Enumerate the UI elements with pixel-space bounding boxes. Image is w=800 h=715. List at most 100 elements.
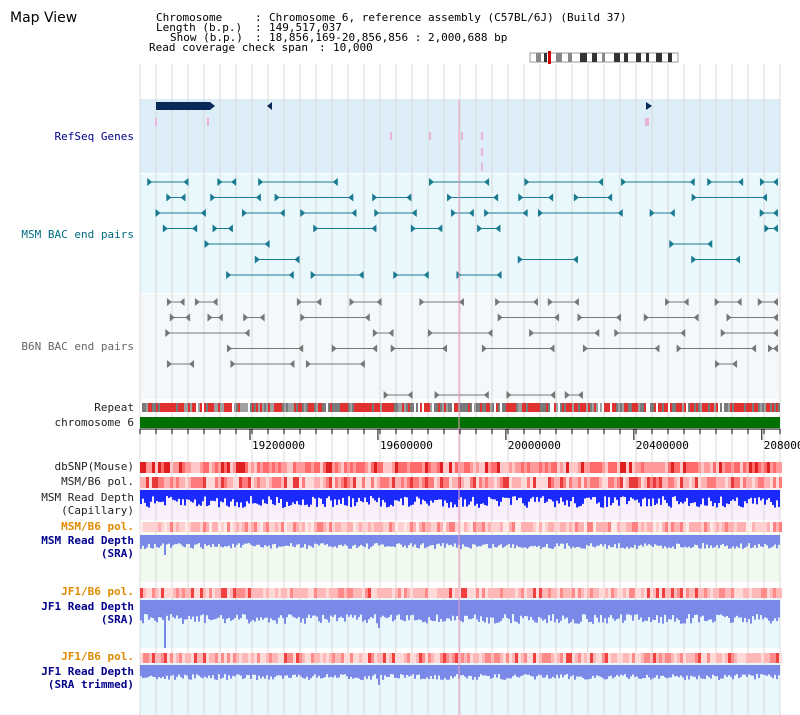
msm-capillary-depth-bar: [316, 490, 318, 507]
jf1-trim-depth-bar: [668, 665, 670, 678]
msm-capillary-depth-bar: [724, 490, 726, 508]
msm-bac-end: [773, 224, 778, 233]
jf1-trim-depth-bar: [524, 665, 526, 675]
msm-sra-depth-bar: [576, 535, 578, 548]
jf1-trim-depth-bar: [406, 665, 408, 675]
jf1-sra-depth-bar: [294, 600, 296, 618]
jf1-b6-pol-cell: [653, 588, 656, 598]
jf1-b6-pol-cell: [557, 588, 560, 598]
msm-sra-depth-bar: [242, 535, 244, 545]
msm-bac-end: [227, 224, 233, 233]
msm-b6-pol-cell: [554, 477, 557, 488]
b6n-bac-end: [529, 329, 535, 337]
jf1-b6-pol-cell: [587, 588, 590, 598]
msm-capillary-depth-bar: [312, 490, 314, 497]
jf1-b6-pol2-cell: [389, 653, 392, 663]
dbsnp-cell: [245, 462, 248, 473]
chromosome-ideogram[interactable]: [528, 51, 682, 64]
msm-b6-pol-cell: [632, 477, 635, 488]
repeat-cell: [580, 403, 582, 412]
msm-b6-pol-cell: [401, 477, 404, 488]
jf1-b6-pol-cell: [659, 588, 662, 598]
track-label-repeat[interactable]: Repeat: [94, 401, 134, 414]
jf1-sra-depth-bar: [186, 600, 188, 620]
track-label-msm-bac[interactable]: MSM BAC end pairs: [21, 228, 134, 241]
jf1-b6-pol-cell: [674, 588, 677, 598]
dbsnp-cell: [428, 462, 431, 473]
msm-sra-depth-bar: [712, 535, 714, 548]
msm-b6-pol2-cell: [674, 522, 677, 532]
msm-b6-pol-cell: [506, 477, 509, 488]
msm-b6-pol-cell: [551, 477, 554, 488]
jf1-trim-depth-bar: [376, 665, 378, 679]
jf1-trim-depth-bar: [660, 665, 662, 677]
msm-b6-pol2-cell: [248, 522, 251, 532]
msm-b6-pol-cell: [611, 477, 614, 488]
track-label-jf1-depth-trimmed[interactable]: JF1 Read Depth: [41, 665, 134, 678]
msm-bac-end: [204, 240, 210, 248]
track-label-jf1-b6-pol[interactable]: JF1/B6 pol.: [61, 585, 134, 598]
msm-bac-end: [759, 209, 765, 217]
msm-sra-depth-bar: [586, 535, 588, 545]
jf1-sra-depth-bar: [692, 600, 694, 618]
jf1-b6-pol2-cell: [497, 653, 500, 663]
dbsnp-cell: [260, 462, 263, 473]
msm-bac-end: [210, 193, 216, 202]
dbsnp-cell: [611, 462, 614, 473]
msm-sra-depth-bar: [688, 535, 690, 547]
jf1-sra-depth-bar: [754, 600, 756, 620]
jf1-b6-pol2-cell: [707, 653, 710, 663]
refseq-features[interactable]: [155, 102, 652, 171]
dbsnp-cell: [656, 462, 659, 473]
msm-b6-pol2-cell: [734, 522, 737, 532]
repeat-cell: [564, 403, 566, 412]
track-label-msm-depth-sra[interactable]: MSM Read Depth: [41, 534, 134, 547]
repeat-cell: [716, 403, 718, 412]
repeat-cell: [312, 403, 314, 412]
jf1-sra-depth-bar: [642, 600, 644, 622]
dbsnp-cell: [332, 462, 335, 473]
jf1-b6-pol-cell: [344, 588, 347, 598]
track-label-jf1-b6-pol-2[interactable]: JF1/B6 pol.: [61, 650, 134, 663]
msm-capillary-depth-bar: [386, 490, 388, 508]
repeat-cell: [276, 403, 278, 412]
msm-b6-pol-cell: [491, 477, 494, 488]
msm-sra-depth-bar: [396, 535, 398, 544]
jf1-b6-pol-cell: [770, 588, 773, 598]
msm-bac-end: [522, 209, 528, 217]
track-label-dbsnp[interactable]: dbSNP(Mouse): [54, 460, 134, 473]
msm-b6-pol2-cell: [230, 522, 233, 532]
msm-sra-depth-bar: [652, 535, 654, 548]
jf1-b6-pol-cell: [446, 588, 449, 598]
jf1-sra-depth-bar: [540, 600, 542, 619]
jf1-sra-depth-bar: [484, 600, 486, 623]
msm-b6-pol2-cell: [524, 522, 527, 532]
msm-b6-pol2-cell: [293, 522, 296, 532]
b6n-bac-features[interactable]: [165, 298, 778, 399]
msm-capillary-depth-bar: [296, 490, 298, 502]
msm-sra-depth-bar: [142, 535, 144, 546]
jf1-sra-depth-bar: [322, 600, 324, 615]
track-label-jf1-depth-sra[interactable]: JF1 Read Depth: [41, 600, 134, 613]
jf1-b6-pol2-cell: [365, 653, 368, 663]
jf1-trim-depth-bar: [290, 665, 292, 678]
b6n-bac-end: [298, 344, 304, 353]
track-label-refseq[interactable]: RefSeq Genes: [54, 130, 134, 143]
msm-sra-depth-bar: [518, 535, 520, 547]
track-label-msm-b6-pol[interactable]: MSM/B6 pol.: [61, 475, 134, 488]
track-label-msm-b6-pol-2[interactable]: MSM/B6 pol.: [61, 520, 134, 533]
repeat-cell: [258, 403, 260, 412]
gene-arrow: [210, 102, 215, 110]
msm-capillary-depth-bar: [636, 490, 638, 500]
jf1-trim-depth-bar: [618, 665, 620, 677]
track-label-b6n-bac[interactable]: B6N BAC end pairs: [21, 340, 134, 353]
track-label-msm-depth-capillary[interactable]: MSM Read Depth: [41, 491, 134, 504]
jf1-b6-pol2-cell: [692, 653, 695, 663]
msm-b6-pol2-cell: [560, 522, 563, 532]
msm-bac-features[interactable]: [147, 178, 778, 279]
jf1-sra-depth-bar: [640, 600, 642, 618]
jf1-b6-pol-cell: [572, 588, 575, 598]
msm-capillary-depth-bar: [464, 490, 466, 500]
msm-sra-depth-bar: [494, 535, 496, 548]
jf1-trim-depth-bar: [520, 665, 522, 677]
